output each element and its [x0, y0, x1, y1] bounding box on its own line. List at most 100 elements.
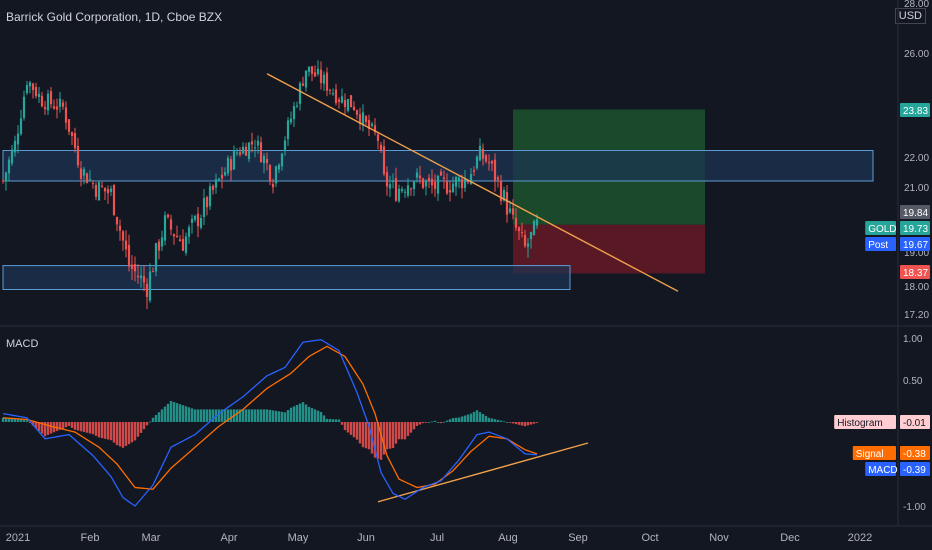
histogram-bar [172, 402, 176, 422]
histogram-bar [481, 414, 485, 422]
candle-body [430, 178, 434, 186]
candle-body [517, 227, 521, 232]
histogram-bar [361, 422, 365, 448]
histogram-bar [406, 422, 410, 436]
time-tick-label: Sep [568, 532, 588, 544]
candle-body [316, 68, 320, 75]
histogram-bar [322, 415, 326, 422]
time-tick-label: Nov [709, 532, 729, 544]
histogram-bar [517, 422, 521, 425]
candle-body [91, 183, 95, 185]
histogram-bar [34, 422, 38, 429]
candle-body [451, 183, 455, 193]
price-label-value-text: 19.84 [903, 208, 928, 219]
histogram-bar [484, 415, 488, 422]
candle-body [361, 112, 365, 126]
histogram-bar [154, 415, 158, 422]
candle-body [274, 166, 278, 184]
histogram-bar [295, 404, 299, 422]
candle-body [121, 231, 125, 241]
candle-body [103, 187, 107, 192]
candle-body [61, 102, 65, 107]
candle-body [70, 132, 74, 136]
candle-body [259, 142, 263, 163]
histogram-bar [178, 404, 182, 422]
candle-body [262, 155, 266, 164]
candle-body [523, 234, 527, 246]
candle-body [301, 83, 305, 86]
candle-body [157, 241, 161, 251]
histogram-bar [382, 422, 386, 455]
macd-line [2, 339, 538, 507]
candle-body [313, 72, 317, 77]
histogram-bar [520, 422, 524, 426]
price-tick-label: 28.00 [904, 0, 929, 10]
candle-body [265, 158, 269, 163]
histogram-bar [151, 417, 155, 422]
macd-label-value-text: -0.01 [903, 418, 926, 429]
candle-body [334, 89, 338, 104]
candle-body [112, 185, 116, 216]
histogram-bar [82, 422, 86, 432]
price-tick-label: 17.20 [904, 310, 929, 321]
macd-label-name-text: MACD [868, 465, 897, 476]
candle-body [280, 153, 284, 167]
candle-body [214, 179, 218, 188]
histogram-bar [262, 409, 266, 422]
candle-body [325, 72, 329, 91]
candle-body [22, 96, 26, 119]
currency-badge[interactable]: USD [894, 8, 926, 24]
candle-body [322, 74, 326, 84]
candle-body [364, 116, 368, 123]
histogram-bar [61, 422, 65, 429]
chart-title: Barrick Gold Corporation, 1D, Cboe BZX [6, 10, 223, 24]
histogram-bar [355, 422, 359, 440]
candle-body [385, 172, 389, 187]
histogram-bar [430, 421, 434, 423]
histogram-bar [274, 410, 278, 422]
candle-body [19, 118, 23, 135]
candle-body [373, 125, 377, 133]
price-label-name-text: Post [868, 240, 888, 251]
histogram-bar [490, 418, 494, 422]
histogram-bar [463, 415, 467, 422]
histogram-bar [508, 422, 512, 423]
price-label-value-text: 18.37 [903, 268, 928, 279]
price-tick-label: 21.00 [904, 183, 929, 194]
candle-body [298, 83, 302, 104]
candle-body [100, 185, 104, 187]
histogram-bar [352, 422, 356, 438]
candle-body [199, 218, 203, 228]
histogram-bar [418, 422, 422, 425]
trendline-1 [377, 442, 589, 503]
candle-body [436, 175, 440, 194]
histogram-bar [505, 422, 509, 423]
candle-body [394, 178, 398, 201]
histogram-bar [190, 408, 194, 422]
candle-body [499, 180, 503, 202]
histogram-bar [493, 419, 497, 422]
histogram-bar [280, 411, 284, 422]
candle-body [340, 96, 344, 103]
histogram-bar [148, 421, 152, 423]
candle-body [13, 140, 17, 153]
candle-body [469, 174, 473, 185]
candle-body [277, 164, 281, 170]
histogram-bar [478, 412, 482, 422]
histogram-bar [115, 422, 119, 446]
histogram-bar [79, 422, 83, 432]
histogram-bar [196, 409, 200, 422]
support-zone-1 [2, 265, 571, 291]
candle-body [76, 145, 80, 166]
candle-body [196, 213, 200, 227]
candle-body [229, 159, 233, 171]
histogram-bar [205, 409, 209, 422]
histogram-bar [88, 422, 92, 434]
candle-body [283, 140, 287, 152]
candle-body [256, 140, 260, 146]
candle-body [409, 188, 413, 190]
histogram-bar [94, 422, 98, 436]
candle-body [1, 180, 5, 182]
time-tick-label: Dec [780, 532, 800, 544]
